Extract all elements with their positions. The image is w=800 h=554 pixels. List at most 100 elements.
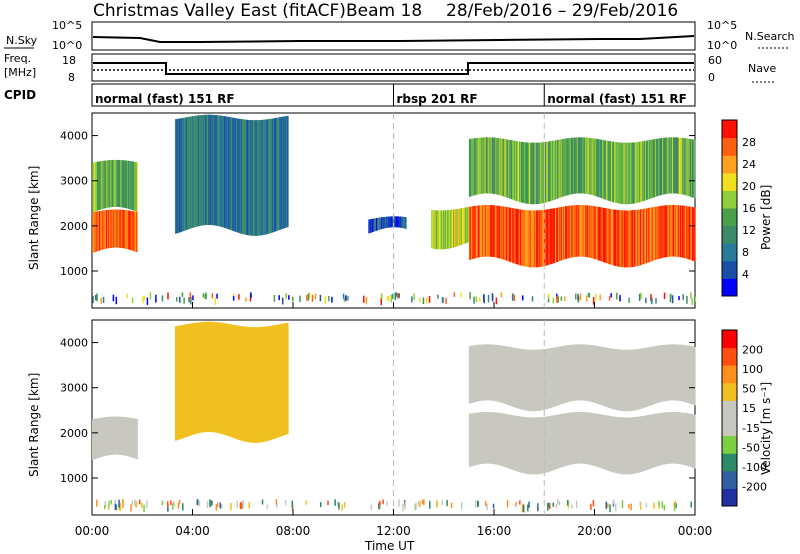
- echo-cell: [640, 416, 642, 473]
- echo-cell: [122, 416, 125, 456]
- ground-echo: [397, 293, 399, 299]
- echo-cell: [472, 345, 474, 403]
- echo-cell: [635, 142, 638, 203]
- echo-cell: [608, 141, 610, 201]
- echo-cell: [240, 326, 242, 441]
- echo-cell: [238, 325, 240, 440]
- echo-cell: [676, 205, 679, 257]
- ground-echo: [653, 502, 655, 509]
- echo-cell: [106, 160, 108, 208]
- echo-cell: [240, 119, 242, 234]
- echo-cell: [515, 208, 517, 264]
- echo-cell: [618, 349, 620, 411]
- echo-cell: [208, 114, 211, 225]
- echo-cell: [674, 412, 677, 464]
- echo-cell: [232, 117, 234, 231]
- echo-cell: [537, 417, 539, 475]
- ground-echo: [380, 297, 382, 306]
- echo-cell: [649, 414, 651, 469]
- echo-cell: [629, 210, 631, 268]
- nsearch-label: N.Search: [745, 30, 795, 43]
- echo-cell: [494, 412, 496, 465]
- ground-echo: [670, 293, 672, 299]
- echo-cell: [596, 345, 598, 404]
- echo-cell: [112, 416, 114, 455]
- echo-cell: [251, 327, 253, 443]
- echo-cell: [624, 210, 626, 268]
- echo-cell: [103, 417, 105, 457]
- echo-cell: [622, 349, 624, 412]
- echo-cell: [640, 348, 642, 409]
- echo-cell: [585, 137, 587, 194]
- echo-cell: [188, 116, 190, 230]
- echo-cell: [572, 412, 574, 465]
- ground-echo: [549, 503, 551, 510]
- echo-cell: [230, 324, 232, 437]
- echo-cell: [620, 142, 623, 204]
- ground-echo: [122, 499, 124, 504]
- echo-cell: [517, 348, 519, 409]
- echo-cell: [236, 118, 238, 233]
- echo-cell: [490, 412, 492, 464]
- echo-cell: [629, 142, 631, 205]
- echo-cell: [130, 210, 132, 251]
- echo-cell: [101, 161, 103, 210]
- echo-cell: [590, 345, 592, 402]
- echo-cell: [664, 412, 667, 465]
- echo-cell: [683, 345, 685, 402]
- ground-echo: [506, 500, 509, 508]
- echo-cell: [514, 208, 516, 264]
- echo-cell: [235, 118, 237, 232]
- echo-cell: [252, 327, 254, 443]
- echo-cell: [588, 344, 590, 402]
- echo-cell: [632, 210, 635, 267]
- echo-cell: [479, 137, 481, 194]
- echo-cell: [551, 208, 553, 264]
- echo-cell: [506, 207, 508, 261]
- echo-cell: [628, 210, 630, 268]
- echo-cell: [116, 159, 118, 207]
- echo-cell: [549, 416, 551, 472]
- echo-cell: [482, 205, 484, 257]
- echo-cell: [513, 347, 515, 408]
- ground-echo: [694, 296, 696, 303]
- echo-cell: [95, 211, 97, 252]
- echo-cell: [492, 344, 494, 401]
- echo-cell: [532, 349, 534, 412]
- echo-cell: [212, 321, 214, 433]
- echo-cell: [626, 349, 628, 412]
- echo-cell: [615, 209, 617, 267]
- echo-cell: [558, 207, 560, 262]
- echo-cell: [514, 140, 516, 201]
- echo-cell: [281, 323, 283, 437]
- echo-cell: [254, 120, 256, 236]
- echo-cell: [554, 140, 557, 200]
- echo-cell: [543, 349, 545, 410]
- ground-echo: [167, 292, 169, 300]
- colorbar-swatch: [722, 365, 737, 384]
- echo-cell: [652, 139, 654, 198]
- echo-cell: [539, 142, 542, 204]
- echo-cell: [120, 416, 122, 455]
- echo-cell: [519, 141, 521, 202]
- colorbar-swatch: [722, 488, 737, 507]
- echo-cell: [586, 205, 589, 258]
- echo-cell: [502, 345, 505, 404]
- echo-cell: [230, 117, 233, 231]
- echo-cell: [661, 138, 663, 195]
- echo-cell: [582, 412, 584, 464]
- echo-cell: [585, 344, 587, 401]
- cpid-boundary-lines: [393, 113, 545, 515]
- echo-cell: [397, 216, 399, 228]
- echo-cell: [241, 326, 243, 441]
- echo-cell: [572, 137, 574, 194]
- echo-cell: [556, 414, 559, 469]
- ground-echo: [492, 503, 495, 509]
- echo-cell: [115, 416, 118, 455]
- echo-cell: [634, 349, 636, 411]
- echo-cell: [597, 206, 599, 261]
- echo-cell: [618, 417, 620, 474]
- echo-cell: [492, 205, 494, 257]
- echo-cell: [669, 344, 672, 401]
- echo-cell: [509, 207, 511, 262]
